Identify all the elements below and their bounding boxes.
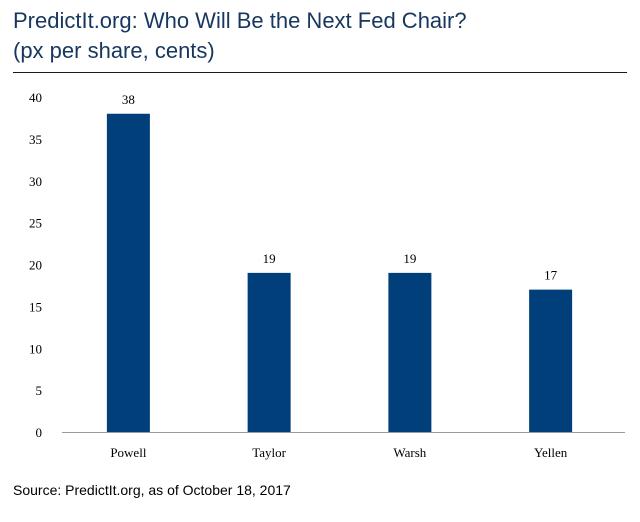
title-divider xyxy=(13,72,627,73)
bar-yellen xyxy=(529,289,573,432)
x-axis: Powell Taylor Warsh Yellen xyxy=(62,432,625,460)
bar-taylor xyxy=(247,272,291,432)
y-tick-label: 0 xyxy=(36,425,43,440)
data-label-yellen: 17 xyxy=(544,268,558,283)
y-tick-label: 35 xyxy=(29,132,42,147)
data-label-taylor: 19 xyxy=(263,251,276,266)
chart-title: PredictIt.org: Who Will Be the Next Fed … xyxy=(13,6,628,66)
x-tick-label-powell: Powell xyxy=(110,445,147,460)
x-tick-label-yellen: Yellen xyxy=(534,445,568,460)
source-note: Source: PredictIt.org, as of October 18,… xyxy=(13,482,291,498)
y-tick-label: 30 xyxy=(29,174,42,189)
data-label-warsh: 19 xyxy=(403,251,416,266)
x-tick-label-taylor: Taylor xyxy=(252,445,286,460)
y-tick-label: 5 xyxy=(36,383,43,398)
y-axis: 0 5 10 15 20 25 30 35 40 xyxy=(29,90,42,440)
bar-powell xyxy=(106,113,150,432)
chart-title-line1: PredictIt.org: Who Will Be the Next Fed … xyxy=(13,8,467,33)
y-tick-label: 40 xyxy=(29,90,42,105)
y-tick-label: 10 xyxy=(29,341,42,356)
bars xyxy=(106,113,573,432)
y-tick-label: 20 xyxy=(29,258,42,273)
data-labels: 38 19 19 17 xyxy=(122,92,558,283)
chart-subtitle: (px per share, cents) xyxy=(13,38,215,63)
bar-chart: 0 5 10 15 20 25 30 35 40 38 19 19 17 Powell Taylor Wa… xyxy=(29,90,625,460)
data-label-powell: 38 xyxy=(122,92,135,107)
bar-warsh xyxy=(388,272,432,432)
y-tick-label: 25 xyxy=(29,216,42,231)
y-tick-label: 15 xyxy=(29,299,42,314)
x-tick-label-warsh: Warsh xyxy=(393,445,426,460)
